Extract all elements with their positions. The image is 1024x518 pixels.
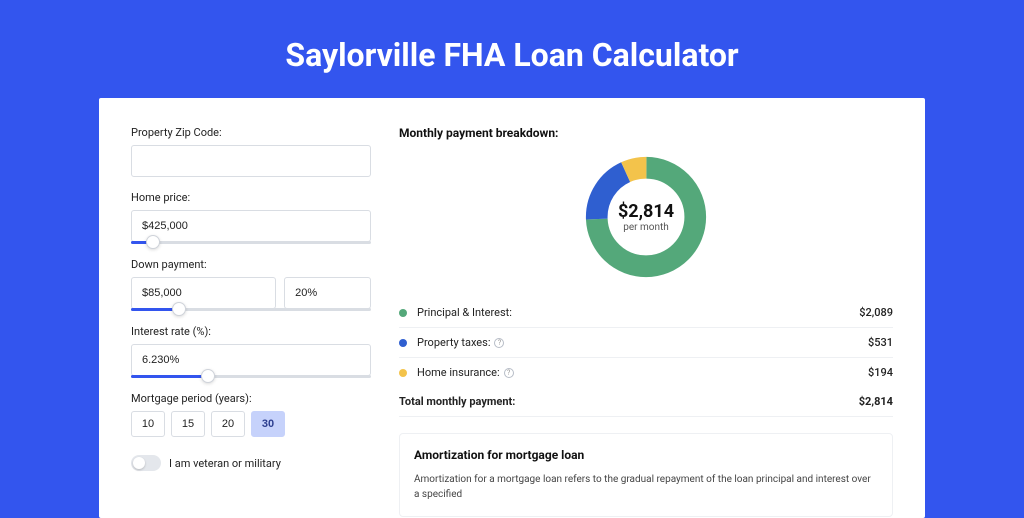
legend-row: Home insurance:?$194: [399, 358, 893, 387]
legend-row: Property taxes:?$531: [399, 328, 893, 358]
results-column: Monthly payment breakdown: $2,814 per mo…: [399, 126, 893, 518]
interest-rate-input[interactable]: [131, 344, 371, 376]
breakdown-title: Monthly payment breakdown:: [399, 126, 893, 140]
amortization-card: Amortization for mortgage loan Amortizat…: [399, 433, 893, 517]
mortgage-period-field-group: Mortgage period (years): 10152030: [131, 392, 371, 437]
amortization-title: Amortization for mortgage loan: [414, 448, 878, 462]
legend-dot-icon: [399, 369, 407, 377]
legend-label: Property taxes:?: [417, 336, 868, 349]
donut-slice-home_insurance: [597, 168, 696, 267]
down-payment-amount-input[interactable]: [131, 277, 276, 309]
home-price-label: Home price:: [131, 191, 371, 204]
veteran-toggle[interactable]: [131, 455, 161, 471]
info-icon[interactable]: ?: [504, 368, 514, 378]
calculator-panel: Property Zip Code: Home price: Down paym…: [99, 98, 925, 518]
toggle-knob: [133, 457, 145, 469]
legend-label: Home insurance:?: [417, 366, 868, 379]
period-button-15[interactable]: 15: [171, 411, 205, 437]
legend-row: Principal & Interest:$2,089: [399, 298, 893, 328]
total-label: Total monthly payment:: [399, 395, 859, 408]
legend-value: $531: [868, 336, 893, 349]
donut-chart: [581, 152, 711, 282]
zip-label: Property Zip Code:: [131, 126, 371, 139]
mortgage-period-label: Mortgage period (years):: [131, 392, 371, 405]
veteran-toggle-row: I am veteran or military: [131, 455, 371, 471]
legend-value: $2,089: [859, 306, 893, 319]
info-icon[interactable]: ?: [494, 338, 504, 348]
page-title: Saylorville FHA Loan Calculator: [0, 0, 1024, 98]
down-payment-label: Down payment:: [131, 258, 371, 271]
amortization-text: Amortization for a mortgage loan refers …: [414, 472, 878, 502]
down-payment-slider-thumb[interactable]: [172, 302, 186, 316]
down-payment-percent-input[interactable]: [284, 277, 371, 309]
legend-total-row: Total monthly payment: $2,814: [399, 387, 893, 417]
home-price-slider[interactable]: [131, 241, 371, 244]
total-value: $2,814: [859, 395, 893, 408]
interest-rate-label: Interest rate (%):: [131, 325, 371, 338]
legend-label: Principal & Interest:: [417, 306, 859, 319]
legend-dot-icon: [399, 339, 407, 347]
down-payment-slider[interactable]: [131, 308, 371, 311]
interest-rate-slider[interactable]: [131, 375, 371, 378]
period-button-20[interactable]: 20: [211, 411, 245, 437]
home-price-field-group: Home price:: [131, 191, 371, 244]
home-price-slider-thumb[interactable]: [146, 235, 160, 249]
legend-list: Principal & Interest:$2,089Property taxe…: [399, 298, 893, 387]
form-column: Property Zip Code: Home price: Down paym…: [131, 126, 371, 518]
legend-dot-icon: [399, 309, 407, 317]
interest-rate-field-group: Interest rate (%):: [131, 325, 371, 378]
period-button-30[interactable]: 30: [251, 411, 285, 437]
legend-value: $194: [868, 366, 893, 379]
zip-input[interactable]: [131, 145, 371, 177]
period-button-10[interactable]: 10: [131, 411, 165, 437]
interest-rate-slider-thumb[interactable]: [201, 369, 215, 383]
veteran-label: I am veteran or military: [169, 457, 281, 470]
down-payment-field-group: Down payment:: [131, 258, 371, 311]
donut-chart-wrap: $2,814 per month: [399, 152, 893, 282]
home-price-input[interactable]: [131, 210, 371, 242]
zip-field-group: Property Zip Code:: [131, 126, 371, 177]
